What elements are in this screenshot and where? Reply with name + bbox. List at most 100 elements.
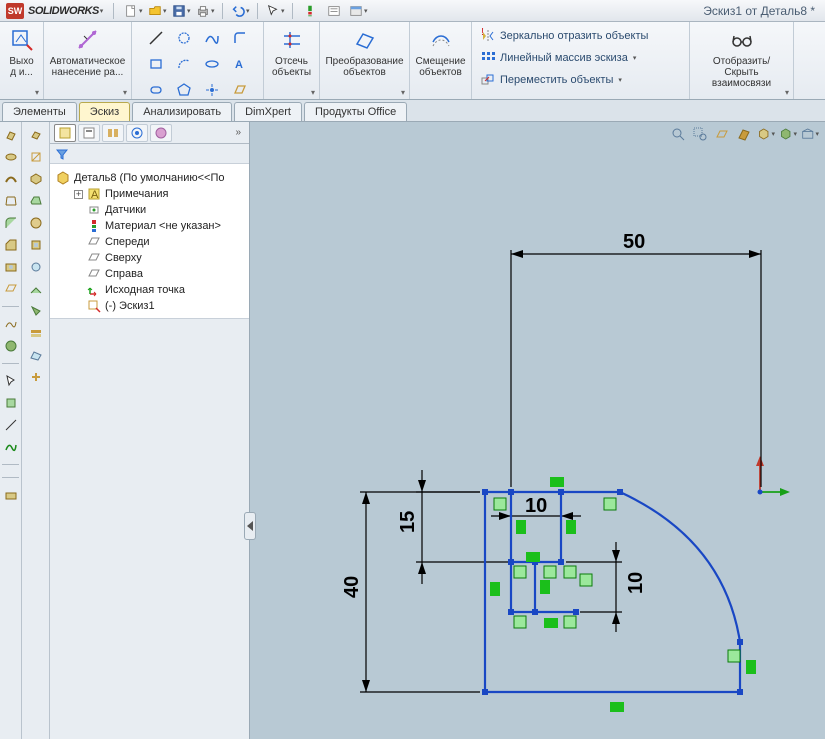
lt2-5-button[interactable] <box>27 214 45 232</box>
lt2-1-button[interactable] <box>27 126 45 144</box>
new-file-button[interactable]: ▾ <box>122 2 144 20</box>
tree-item-right-plane[interactable]: Справа <box>56 266 245 282</box>
dropdown-arrow-icon[interactable]: ▾ <box>123 88 127 97</box>
slot-button[interactable] <box>143 78 169 102</box>
sketch-canvas[interactable]: 50 40 15 <box>250 122 825 739</box>
lt2-9-button[interactable] <box>27 302 45 320</box>
dropdown-arrow-icon[interactable]: ▾ <box>35 88 39 97</box>
cut-extrude-button[interactable] <box>2 258 20 276</box>
tb-cursor-button[interactable] <box>2 372 20 390</box>
loft-button[interactable] <box>2 192 20 210</box>
tb-line-button[interactable] <box>2 416 20 434</box>
tab-evaluate[interactable]: Анализировать <box>132 102 232 121</box>
filter-bar[interactable] <box>50 144 249 164</box>
section-view-button[interactable] <box>735 125 753 143</box>
appearance-button[interactable]: ▾ <box>347 2 369 20</box>
previous-view-button[interactable] <box>713 125 731 143</box>
panel-expand-button[interactable]: » <box>231 127 245 138</box>
configurationmanager-tab[interactable] <box>102 124 124 142</box>
more1-button[interactable] <box>2 337 20 355</box>
dropdown-arrow-icon[interactable]: ▾ <box>311 88 315 97</box>
propertymanager-tab[interactable] <box>78 124 100 142</box>
tab-office[interactable]: Продукты Office <box>304 102 407 121</box>
tree-item-material[interactable]: Материал <не указан> <box>56 218 245 234</box>
dropdown-arrow-icon[interactable]: ▾ <box>401 88 405 97</box>
lt2-11-button[interactable] <box>27 346 45 364</box>
extrude-button[interactable] <box>2 126 20 144</box>
tree-item-top-plane[interactable]: Сверху <box>56 250 245 266</box>
tb-spline-button[interactable] <box>2 438 20 456</box>
fillet-button[interactable] <box>227 26 253 50</box>
lt2-10-button[interactable] <box>27 324 45 342</box>
zoom-area-button[interactable] <box>691 125 709 143</box>
curves-button[interactable] <box>2 315 20 333</box>
point-button[interactable] <box>199 78 225 102</box>
tb-feat1-button[interactable] <box>2 486 20 504</box>
circle-button[interactable] <box>171 26 197 50</box>
lt2-8-button[interactable] <box>27 280 45 298</box>
refgeo-button[interactable] <box>2 280 20 298</box>
tab-features[interactable]: Элементы <box>2 102 77 121</box>
tree-item-origin[interactable]: Исходная точка <box>56 282 245 298</box>
lt2-6-button[interactable] <box>27 236 45 254</box>
line-button[interactable] <box>143 26 169 50</box>
spline-button[interactable] <box>199 26 225 50</box>
hide-show-button[interactable]: ▾ <box>801 125 819 143</box>
sketch-profile[interactable] <box>482 489 743 695</box>
tree-root[interactable]: Деталь8 (По умолчанию<<По <box>56 170 245 186</box>
app-menu-arrow-icon[interactable]: ▾ <box>100 7 104 15</box>
revolve-button[interactable] <box>2 148 20 166</box>
tree-item-annotations[interactable]: + A Примечания <box>56 186 245 202</box>
dropdown-arrow-icon[interactable]: ▾ <box>618 76 622 84</box>
exit-sketch-button[interactable]: Выхо д и... <box>6 26 37 78</box>
dimxpert-tab[interactable] <box>126 124 148 142</box>
rebuild-button[interactable] <box>299 2 321 20</box>
display-style-button[interactable]: ▾ <box>779 125 797 143</box>
lt2-4-button[interactable] <box>27 192 45 210</box>
tb-move-button[interactable] <box>2 394 20 412</box>
tab-sketch[interactable]: Эскиз <box>79 102 130 121</box>
lt2-12-button[interactable] <box>27 368 45 386</box>
lt2-3-button[interactable] <box>27 170 45 188</box>
dimension-10-v[interactable]: 10 <box>566 542 647 632</box>
sweep-button[interactable] <box>2 170 20 188</box>
smart-dimension-label: Автоматическое нанесение ра... <box>50 56 126 78</box>
graphics-area[interactable]: 50 40 15 <box>250 122 825 739</box>
save-button[interactable]: ▾ <box>170 2 192 20</box>
smart-dimension-button[interactable]: Автоматическое нанесение ра... <box>50 26 125 78</box>
fillet3d-button[interactable] <box>2 214 20 232</box>
print-button[interactable]: ▾ <box>194 2 216 20</box>
select-button[interactable]: ▾ <box>264 2 286 20</box>
expand-toggle[interactable]: + <box>74 190 83 199</box>
offset-entities-button[interactable]: Смещение объектов <box>416 26 465 78</box>
lt2-2-button[interactable] <box>27 148 45 166</box>
tree-item-sketch1[interactable]: (-) Эскиз1 <box>56 298 245 314</box>
display-relations-button[interactable]: Отобразить/Скрыть взаимосвязи <box>696 26 787 89</box>
view-orientation-button[interactable]: ▾ <box>757 125 775 143</box>
tree-item-front-plane[interactable]: Спереди <box>56 234 245 250</box>
tab-dimxpert[interactable]: DimXpert <box>234 102 302 121</box>
dropdown-arrow-icon[interactable]: ▾ <box>785 88 789 97</box>
chamfer3d-button[interactable] <box>2 236 20 254</box>
open-file-button[interactable]: ▾ <box>146 2 168 20</box>
options-button[interactable] <box>323 2 345 20</box>
linear-pattern-button[interactable]: Линейный массив эскиза▾ <box>476 48 652 68</box>
plane-button[interactable] <box>227 78 253 102</box>
arc-button[interactable] <box>171 52 197 76</box>
convert-entities-button[interactable]: Преобразование объектов <box>326 26 403 78</box>
dropdown-arrow-icon[interactable]: ▾ <box>633 54 637 62</box>
undo-button[interactable]: ▾ <box>229 2 251 20</box>
move-entities-button[interactable]: Переместить объекты▾ <box>476 70 652 90</box>
mirror-button[interactable]: !Зеркально отразить объекты <box>476 26 652 46</box>
featuremanager-tab[interactable] <box>54 124 76 142</box>
tree-item-sensors[interactable]: Датчики <box>56 202 245 218</box>
lt2-7-button[interactable] <box>27 258 45 276</box>
display-tab[interactable] <box>150 124 172 142</box>
text-button[interactable]: A <box>227 52 253 76</box>
polygon-button[interactable] <box>171 78 197 102</box>
dimension-50[interactable]: 50 <box>511 231 761 487</box>
ellipse-button[interactable] <box>199 52 225 76</box>
zoom-fit-button[interactable] <box>669 125 687 143</box>
trim-button[interactable]: Отсечь объекты <box>270 26 313 78</box>
rectangle-button[interactable] <box>143 52 169 76</box>
